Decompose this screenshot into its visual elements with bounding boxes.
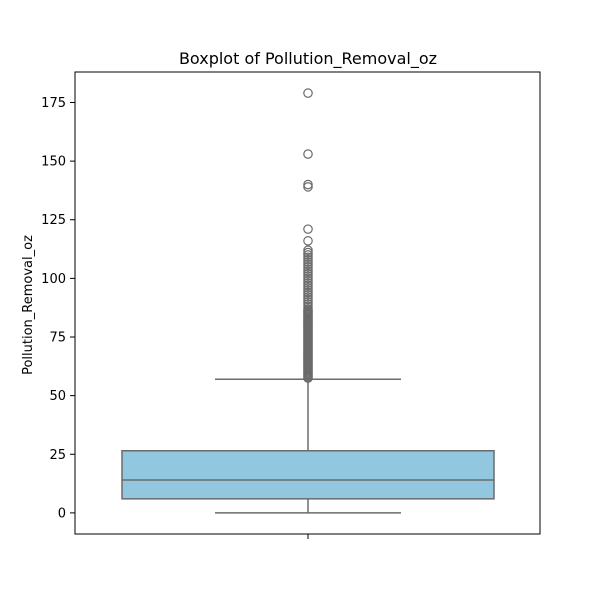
outlier-point [303,287,313,298]
outlier-point [303,182,313,192]
outlier-point [303,88,313,98]
outlier-point [303,292,313,302]
outlier-point [303,271,313,281]
iqr-box [121,449,495,500]
outlier-point [303,297,313,307]
y-tick-label: 50 [49,389,66,404]
outlier-point [303,266,313,277]
y-axis-label: Pollution_Removal_oz [21,235,36,375]
outlier-point [303,179,313,190]
outlier-point [303,294,313,305]
outlier-point [303,268,313,279]
y-tick-label: 100 [41,272,66,287]
outlier-point [303,224,313,234]
outlier-point [303,245,313,256]
outlier-point [303,264,313,274]
outlier-point [303,257,313,267]
y-tick-label: 175 [41,96,66,111]
outlier-point [303,280,313,291]
y-tick-label: 75 [49,331,66,346]
outlier-point [303,278,313,288]
outlier-point [303,149,313,159]
outlier-point [303,304,313,314]
y-tick-label: 0 [58,506,66,521]
outlier-point [303,273,313,284]
y-tick-label: 150 [41,155,66,170]
y-tick-label: 125 [41,213,66,228]
outlier-point [303,254,313,265]
outlier-point [303,299,313,309]
outlier-point [303,285,313,295]
outlier-point [303,275,313,286]
outlier-point [303,261,313,272]
outlier-point [303,247,313,258]
outlier-point [303,259,313,270]
chart-title: Boxplot of Pollution_Removal_oz [179,49,437,69]
plot-area: 0 25 50 75 100 125 150 175 [41,71,541,539]
outlier-point [303,252,313,263]
outlier-point [303,301,313,312]
outlier-point [303,289,313,300]
outlier-point [303,236,313,246]
outlier-point [303,250,313,260]
outlier-point [303,282,313,293]
y-tick-label: 25 [49,448,66,463]
